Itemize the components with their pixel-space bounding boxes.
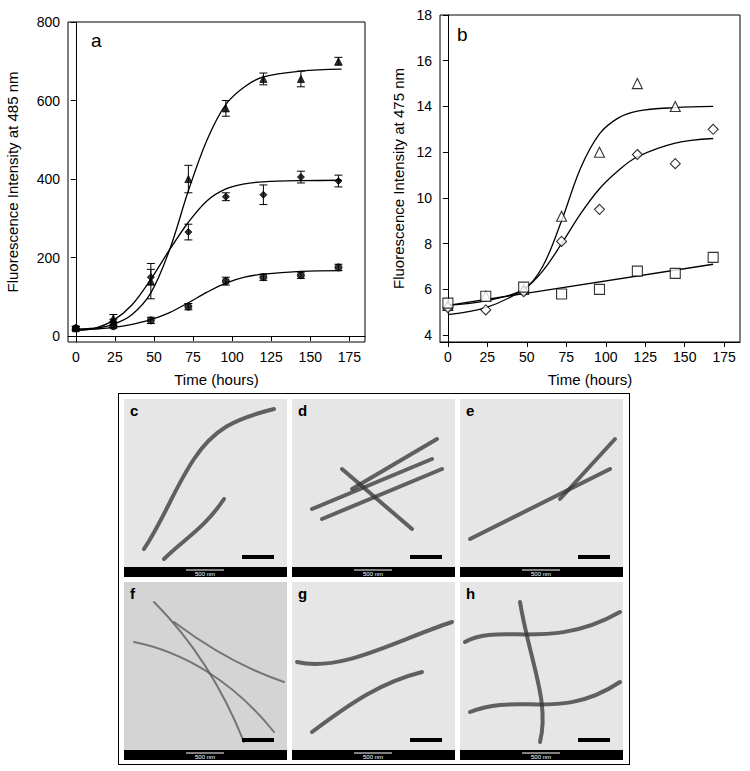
svg-text:e: e bbox=[466, 402, 474, 419]
svg-text:500 nm: 500 nm bbox=[531, 571, 551, 577]
svg-text:0: 0 bbox=[52, 328, 60, 344]
svg-text:175: 175 bbox=[338, 349, 362, 365]
svg-text:Time (hours): Time (hours) bbox=[174, 371, 258, 388]
svg-text:h: h bbox=[466, 585, 475, 602]
svg-text:75: 75 bbox=[185, 349, 201, 365]
svg-text:100: 100 bbox=[220, 349, 244, 365]
svg-text:500 nm: 500 nm bbox=[195, 754, 215, 760]
svg-text:Fluorescence Intensity at 475: Fluorescence Intensity at 475 nm bbox=[390, 68, 407, 289]
svg-text:25: 25 bbox=[107, 349, 123, 365]
svg-text:14: 14 bbox=[416, 98, 432, 114]
svg-text:4: 4 bbox=[424, 327, 432, 343]
svg-text:18: 18 bbox=[416, 7, 432, 23]
svg-text:600: 600 bbox=[37, 93, 61, 109]
svg-text:6: 6 bbox=[424, 281, 432, 297]
svg-text:125: 125 bbox=[260, 349, 284, 365]
svg-text:175: 175 bbox=[713, 349, 737, 365]
svg-text:a: a bbox=[91, 30, 102, 51]
svg-text:500 nm: 500 nm bbox=[363, 571, 383, 577]
svg-text:200: 200 bbox=[37, 250, 61, 266]
svg-text:c: c bbox=[130, 402, 138, 419]
svg-text:500 nm: 500 nm bbox=[363, 754, 383, 760]
svg-text:150: 150 bbox=[299, 349, 323, 365]
svg-text:g: g bbox=[298, 585, 307, 602]
svg-text:Fluorescence Intensity at 485: Fluorescence Intensity at 485 nm bbox=[4, 72, 21, 293]
svg-text:b: b bbox=[457, 24, 468, 45]
svg-text:f: f bbox=[130, 585, 136, 602]
svg-text:10: 10 bbox=[416, 190, 432, 206]
svg-text:0: 0 bbox=[72, 349, 80, 365]
svg-text:12: 12 bbox=[416, 144, 432, 160]
svg-text:0: 0 bbox=[444, 349, 452, 365]
svg-text:150: 150 bbox=[673, 349, 697, 365]
svg-text:500 nm: 500 nm bbox=[195, 571, 215, 577]
svg-text:125: 125 bbox=[634, 349, 658, 365]
svg-text:75: 75 bbox=[559, 349, 575, 365]
svg-text:400: 400 bbox=[37, 171, 61, 187]
svg-text:100: 100 bbox=[594, 349, 618, 365]
svg-text:50: 50 bbox=[146, 349, 162, 365]
svg-text:800: 800 bbox=[37, 14, 61, 30]
svg-text:16: 16 bbox=[416, 53, 432, 69]
svg-text:8: 8 bbox=[424, 236, 432, 252]
svg-text:d: d bbox=[298, 402, 307, 419]
svg-text:500 nm: 500 nm bbox=[531, 754, 551, 760]
svg-text:Time (hours): Time (hours) bbox=[548, 371, 632, 388]
svg-text:50: 50 bbox=[519, 349, 535, 365]
svg-text:25: 25 bbox=[480, 349, 496, 365]
